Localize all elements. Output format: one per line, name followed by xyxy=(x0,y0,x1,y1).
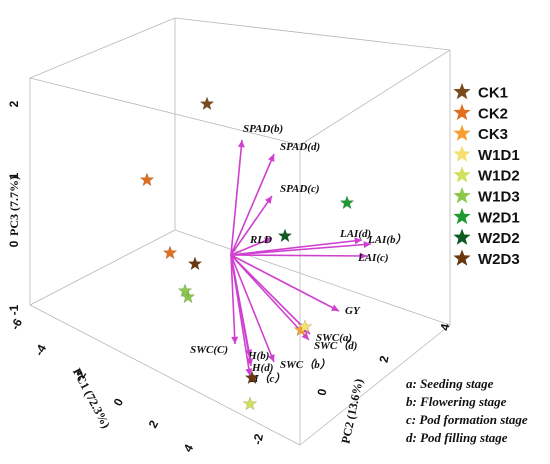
loading-vector-label: LAI(c) xyxy=(357,252,389,264)
legend-label: W1D3 xyxy=(478,189,520,206)
loading-vector-label: RLD xyxy=(249,234,272,246)
loading-vector-arrowhead xyxy=(359,252,367,260)
x-tick-label: -4 xyxy=(32,342,50,358)
sample-point-w1d1 xyxy=(297,319,313,334)
loading-vector-line xyxy=(230,254,275,363)
loading-vector-label: SPAD(d) xyxy=(280,141,320,153)
loading-vector-arrowhead xyxy=(354,237,362,245)
loading-vector-arrowhead xyxy=(237,140,245,148)
legend-label: CK1 xyxy=(478,85,508,102)
legend-label: CK2 xyxy=(478,105,508,122)
loading-vector-line xyxy=(230,139,243,256)
sample-point-ck1 xyxy=(199,96,215,111)
legend-label: CK3 xyxy=(478,126,508,143)
legend-star-marker xyxy=(453,249,471,266)
axis-titles: PC3 (7.7%)PC1 (72.3%) PC2 (13.6%) xyxy=(7,176,366,445)
legend-star-marker xyxy=(453,124,471,141)
legend-star-marker xyxy=(453,166,471,183)
legend-label: W1D1 xyxy=(478,147,520,164)
loading-vector-arrowhead xyxy=(331,304,339,311)
loading-vector-label: SWC（d) xyxy=(314,339,357,352)
sample-point-w2d2 xyxy=(277,228,293,243)
loading-vector-label: LAI(b） xyxy=(367,233,407,246)
loading-vectors: SPAD(b) SPAD(d) SPAD(c) RLD LAI(d)LAI(b） LAI(… xyxy=(190,123,406,385)
x-tick-label: 0 xyxy=(111,396,127,409)
y-tick-label: 2 xyxy=(377,354,392,364)
stage-note: a: Seeding stage xyxy=(406,376,494,391)
sample-point-w2d1 xyxy=(339,195,355,210)
y-tick-label: 4 xyxy=(438,322,453,332)
loading-vector-arrowhead xyxy=(363,241,371,248)
loading-vector-arrowhead xyxy=(268,354,275,362)
loading-vector-label: H(d) xyxy=(251,362,273,374)
legend-star-marker xyxy=(453,145,471,162)
loading-vector-arrowhead xyxy=(231,336,239,344)
loading-vector-label: SPAD(c) xyxy=(280,183,320,195)
sample-point-ck2 xyxy=(139,172,155,187)
stage-note: d: Pod filling stage xyxy=(406,430,508,445)
z-tick-label: -1 xyxy=(7,304,21,315)
loading-vector-arrowhead xyxy=(268,154,275,162)
z-axis-title: PC3 (7.7%) xyxy=(7,176,21,236)
loading-vector-line xyxy=(230,254,340,312)
stage-note: c: Pod formation stage xyxy=(406,412,528,427)
legend-label: W2D1 xyxy=(478,209,520,226)
legend: CK1 CK2 CK3 W1D1 W1D2 W1D3 W2D1 W2D2 W2D3 xyxy=(453,83,520,268)
sample-point-w1d3 xyxy=(177,283,193,298)
loading-vector-line xyxy=(230,254,236,345)
x-tick-label: 2 xyxy=(146,418,162,431)
loading-vector-label: SPAD(b) xyxy=(243,123,283,135)
loading-vector-line xyxy=(230,195,273,256)
legend-star-marker xyxy=(453,83,471,100)
legend-star-marker xyxy=(453,228,471,245)
loading-vector-line xyxy=(230,254,368,257)
z-tick-label: 2 xyxy=(7,100,21,107)
sample-point-w2d3 xyxy=(244,370,260,385)
loading-vector-label: SWC（b） xyxy=(280,358,331,371)
loading-vector-label: GY xyxy=(345,305,361,317)
loading-vector-label: H（c） xyxy=(249,372,285,385)
legend-star-marker xyxy=(453,187,471,204)
stage-note: b: Flowering stage xyxy=(406,394,507,409)
sample-points xyxy=(139,96,355,411)
loading-vector-label: SWC(C) xyxy=(190,344,228,356)
z-tick-label: 0 xyxy=(7,240,21,247)
x-tick-label: -6 xyxy=(8,316,26,332)
loading-vector-line xyxy=(230,153,275,256)
box-frame xyxy=(29,17,451,446)
sample-point-ck2 xyxy=(162,245,178,260)
loading-vector-line xyxy=(230,254,310,341)
y-tick-label: 0 xyxy=(315,387,330,397)
loading-vector-arrowhead xyxy=(301,332,309,340)
x-tick-label: 4 xyxy=(181,442,197,455)
legend-label: W1D2 xyxy=(478,168,520,185)
z-tick-label: 1 xyxy=(7,172,21,179)
y-tick-label: -2 xyxy=(250,432,266,446)
loading-vector-arrowhead xyxy=(245,368,253,376)
loading-vector-line xyxy=(230,254,251,377)
loading-vector-arrowhead xyxy=(265,196,272,204)
loading-vector-line xyxy=(230,237,273,256)
x-axis-title: PC1 (72.3%) xyxy=(70,366,113,431)
legend-star-marker xyxy=(453,103,471,121)
loading-vector-label: SWC(a) xyxy=(316,332,352,344)
loading-vector-label: LAI(d) xyxy=(339,228,371,240)
loading-vector-line xyxy=(230,243,372,256)
legend-label: W2D2 xyxy=(478,230,520,247)
stage-notes: a: Seeding stage b: Flowering stage c: Pod… xyxy=(406,376,528,445)
legend-star-marker xyxy=(453,207,471,225)
sample-point-w2d3 xyxy=(187,256,203,271)
sample-point-w1d2 xyxy=(242,396,258,411)
legend-label: W2D3 xyxy=(478,251,520,268)
loading-vector-arrowhead xyxy=(264,237,272,244)
